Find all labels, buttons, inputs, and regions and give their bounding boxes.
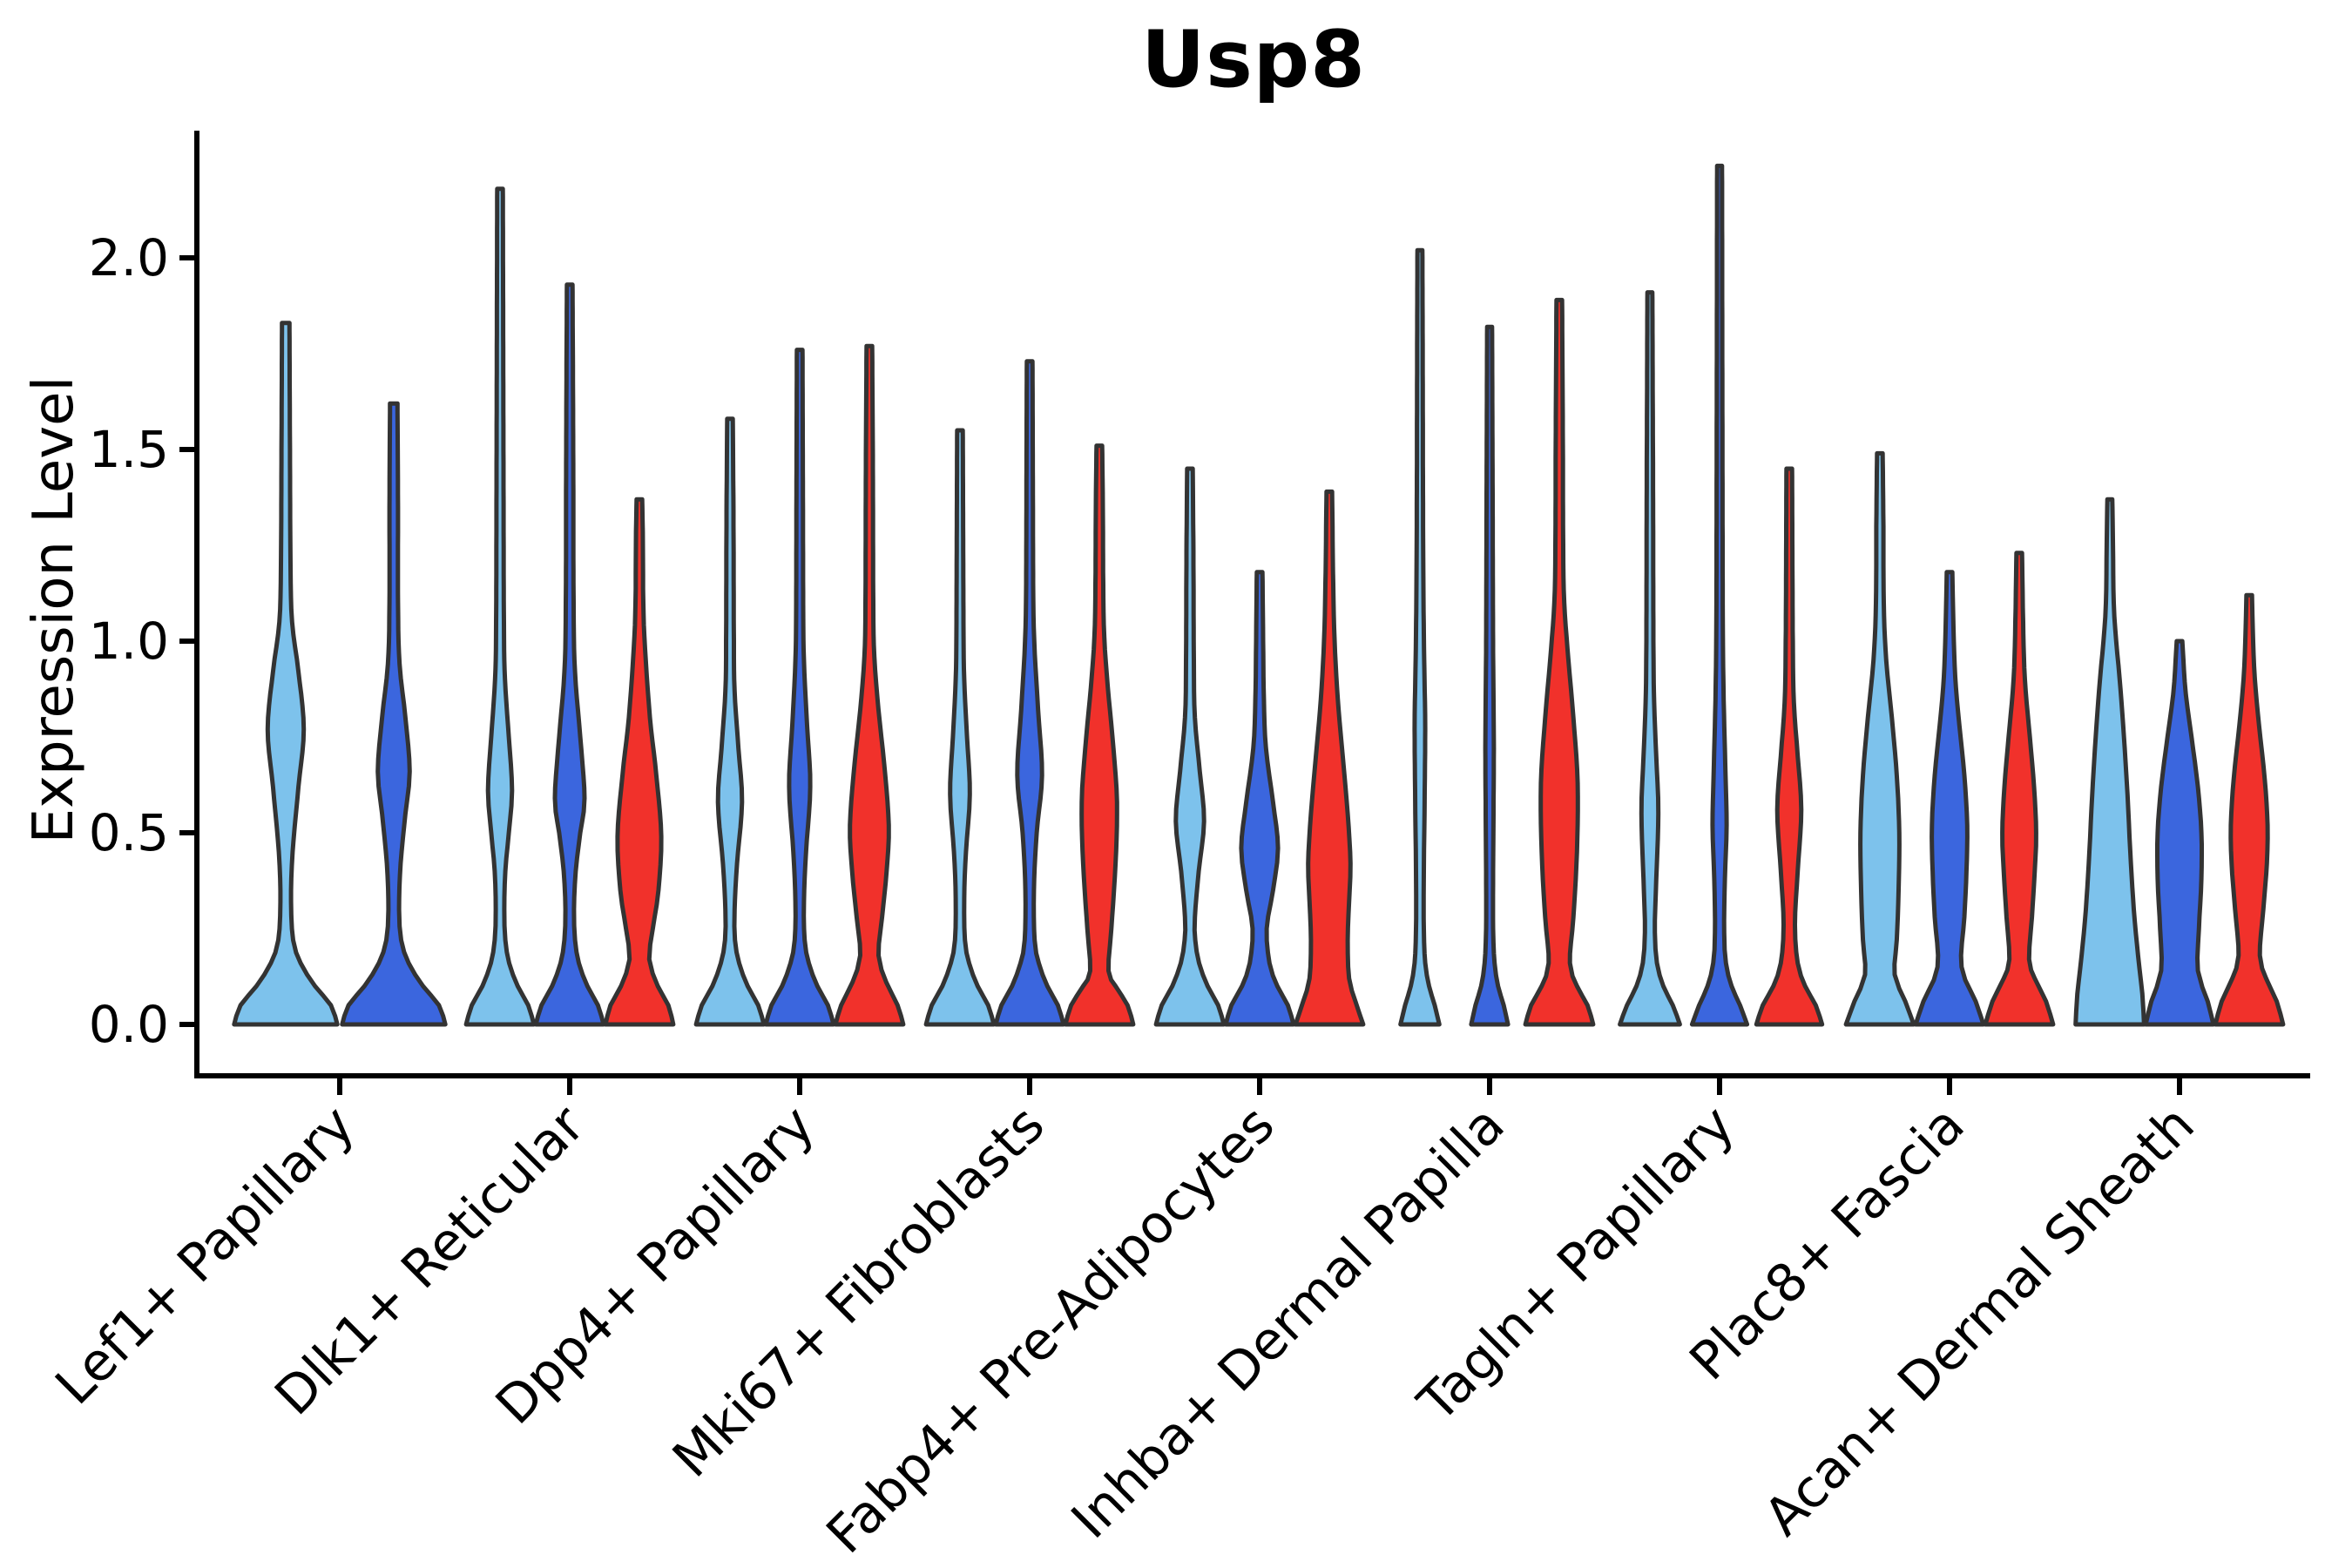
violin-light_blue-cat7 xyxy=(1843,450,1916,1027)
x-category-label: Inhba+ Dermal Papilla xyxy=(1060,1094,1517,1551)
violin-light_blue-cat4 xyxy=(1153,466,1227,1027)
violin-dark_blue-cat6 xyxy=(1689,163,1750,1027)
y-tick-label: 1.0 xyxy=(89,612,169,671)
violin-dark_blue-cat7 xyxy=(1913,570,1986,1027)
violin-red-cat1 xyxy=(603,497,676,1027)
violin-dark_blue-cat2 xyxy=(763,348,836,1027)
violin-red-cat3 xyxy=(1063,443,1136,1027)
violin-light_blue-cat1 xyxy=(463,186,537,1027)
violin-red-cat8 xyxy=(2213,592,2286,1027)
violin-red-cat5 xyxy=(1523,297,1596,1027)
violin-dark_blue-cat8 xyxy=(2143,639,2216,1027)
violin-light_blue-cat8 xyxy=(2073,497,2146,1027)
violin-dark_blue-cat4 xyxy=(1223,570,1296,1027)
violin-red-cat6 xyxy=(1754,466,1825,1027)
y-axis-label: Expression Level xyxy=(22,375,86,844)
violin-light_blue-cat6 xyxy=(1618,290,1682,1027)
y-tick-label: 1.5 xyxy=(89,420,169,479)
violin-light_blue-cat2 xyxy=(693,416,767,1027)
violin-light_blue-cat5 xyxy=(1398,247,1442,1027)
violin-light_blue-cat0 xyxy=(232,321,340,1027)
page-title: Usp8 xyxy=(1141,14,1366,105)
violin-red-cat2 xyxy=(833,343,906,1027)
violin-dark_blue-cat0 xyxy=(340,401,448,1027)
x-category-label: Fabp4+ Pre-Adipocytes xyxy=(815,1094,1287,1565)
violin-light_blue-cat3 xyxy=(923,428,997,1027)
x-category-label: Mki67+ Fibroblasts xyxy=(661,1094,1057,1490)
violin-red-cat4 xyxy=(1293,489,1366,1027)
y-tick-label: 0.0 xyxy=(89,995,169,1054)
y-tick-label: 0.5 xyxy=(89,803,169,862)
violin-dark_blue-cat5 xyxy=(1469,324,1511,1027)
violin-dark_blue-cat3 xyxy=(993,359,1066,1027)
violin-red-cat7 xyxy=(1983,551,2056,1027)
violin-dark_blue-cat1 xyxy=(533,282,606,1027)
x-category-label: Acan+ Dermal Sheath xyxy=(1753,1094,2207,1548)
y-tick-label: 2.0 xyxy=(89,228,169,287)
